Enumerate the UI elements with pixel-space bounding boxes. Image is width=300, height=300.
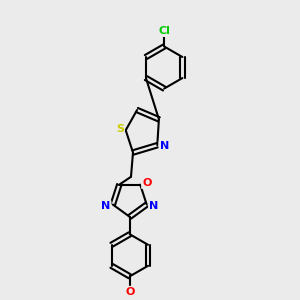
Text: Cl: Cl bbox=[158, 26, 170, 36]
Text: S: S bbox=[116, 124, 124, 134]
Text: N: N bbox=[149, 201, 158, 211]
Text: N: N bbox=[160, 141, 169, 151]
Text: N: N bbox=[101, 201, 111, 211]
Text: O: O bbox=[142, 178, 152, 188]
Text: O: O bbox=[125, 287, 134, 297]
